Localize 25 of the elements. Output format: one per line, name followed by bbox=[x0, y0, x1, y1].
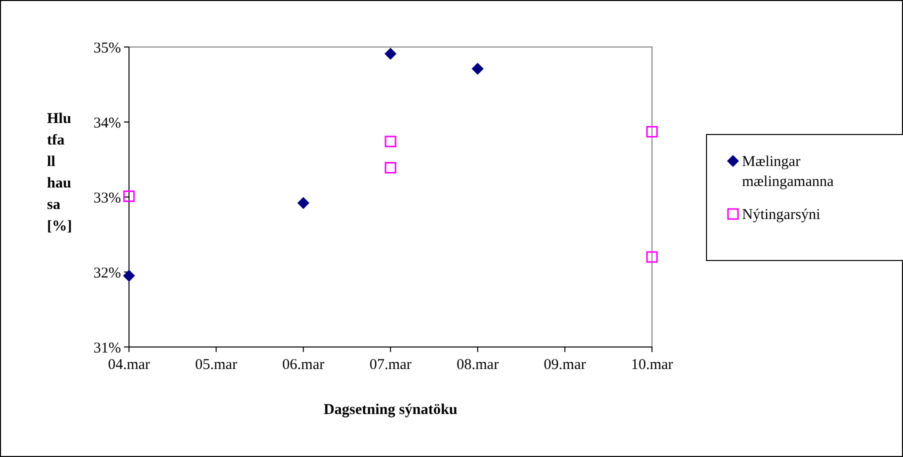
x-tick-label: 04.mar bbox=[108, 357, 150, 373]
point bbox=[646, 126, 658, 138]
point bbox=[646, 251, 658, 263]
x-axis-title: Dagsetning sýnatöku bbox=[324, 402, 458, 418]
point bbox=[384, 48, 396, 60]
x-tick-label: 10.mar bbox=[630, 357, 674, 373]
x-tick-label: 08.mar bbox=[456, 357, 499, 373]
x-tick-label: 06.mar bbox=[282, 357, 324, 373]
y-tick-label: 31% bbox=[94, 340, 121, 356]
x-tick-label: 05.mar bbox=[195, 357, 238, 373]
x-tick-label: 07.mar bbox=[369, 357, 412, 373]
y-tick-label: 34% bbox=[94, 115, 121, 132]
y-tick-label: 33% bbox=[94, 190, 121, 206]
point bbox=[123, 190, 135, 202]
y-tick-label: 35% bbox=[94, 40, 121, 56]
point bbox=[384, 136, 396, 148]
y-axis-title: Hlutfall hausa [%] bbox=[47, 111, 72, 234]
point bbox=[384, 162, 396, 174]
y-tick-label: 32% bbox=[94, 265, 121, 282]
legend-label: Nýtingarsýni bbox=[742, 207, 820, 223]
legend-label: Mælingar mælingamanna bbox=[742, 154, 834, 190]
point bbox=[123, 270, 135, 282]
point bbox=[472, 62, 484, 75]
x-tick-label: 09.mar bbox=[544, 357, 586, 373]
point bbox=[297, 197, 310, 209]
